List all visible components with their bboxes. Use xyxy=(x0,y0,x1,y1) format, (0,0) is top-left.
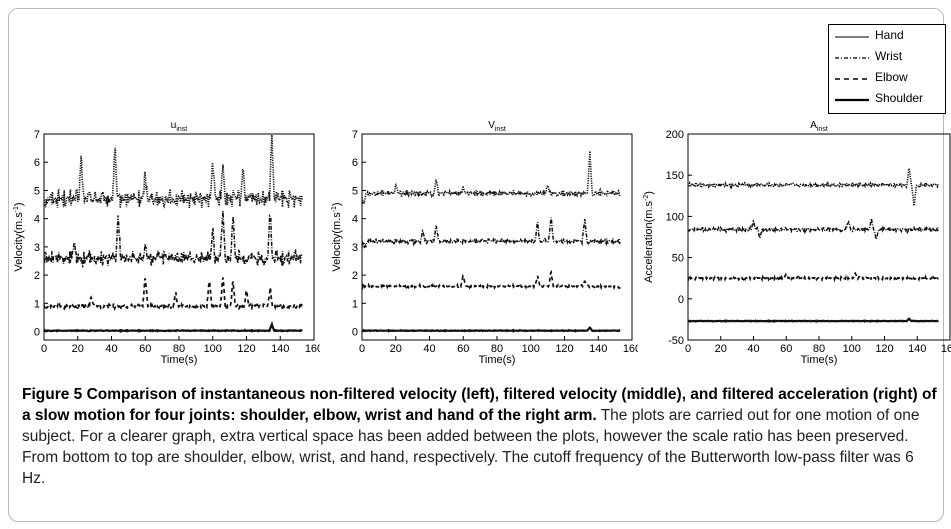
series-line-elbow xyxy=(362,269,622,291)
y-tick-label: 0 xyxy=(352,327,358,339)
x-tick-label: 80 xyxy=(813,343,825,355)
x-tick-label: 40 xyxy=(105,343,117,355)
y-tick-label: 2 xyxy=(34,270,40,282)
x-tick-label: 60 xyxy=(139,343,151,355)
series-line-hand xyxy=(44,134,303,209)
x-tick-label: 0 xyxy=(359,343,365,355)
chart-title: uinst xyxy=(171,120,188,133)
x-tick-label: 40 xyxy=(423,343,435,355)
legend-label-wrist: Wrist xyxy=(875,49,903,63)
legend-item-hand: Hand xyxy=(829,27,945,47)
y-tick-label: 3 xyxy=(34,242,40,254)
legend: Hand Wrist Elbow Shoulder xyxy=(828,24,946,114)
x-axis-label: Time(s) xyxy=(161,354,198,366)
y-tick-label: 100 xyxy=(666,211,684,223)
x-tick-label: 20 xyxy=(715,343,727,355)
x-tick-label: 60 xyxy=(780,343,792,355)
y-tick-label: 7 xyxy=(34,129,40,141)
y-tick-label: 200 xyxy=(666,129,684,141)
y-tick-label: 2 xyxy=(352,270,358,282)
series-line-shoulder xyxy=(688,317,939,324)
y-tick-label: 0 xyxy=(34,327,40,339)
x-tick-label: 120 xyxy=(555,343,573,355)
x-tick-label: 20 xyxy=(72,343,84,355)
series-line-shoulder xyxy=(362,325,621,333)
y-tick-label: 3 xyxy=(352,242,358,254)
y-tick-label: 4 xyxy=(352,214,358,226)
legend-label-elbow: Elbow xyxy=(875,70,908,84)
chart-a-inst: 020406080100120140160-50050100150200Ains… xyxy=(643,120,951,366)
legend-item-elbow: Elbow xyxy=(829,69,945,89)
legend-item-wrist: Wrist xyxy=(829,48,945,68)
y-tick-label: 6 xyxy=(352,157,358,169)
series-line-hand xyxy=(688,166,940,206)
y-axis-label: Velocity(m.s-1) xyxy=(331,202,343,271)
x-tick-label: 60 xyxy=(457,343,469,355)
y-tick-label: 0 xyxy=(678,294,684,306)
series-line-wrist xyxy=(688,218,940,241)
x-tick-label: 160 xyxy=(305,343,320,355)
legend-item-shoulder: Shoulder xyxy=(829,90,945,110)
y-tick-label: 5 xyxy=(34,185,40,197)
caption-text: The plots are carried out for one motion… xyxy=(22,407,920,487)
series-line-wrist xyxy=(362,217,621,249)
x-tick-label: 20 xyxy=(390,343,402,355)
y-tick-label: 1 xyxy=(34,298,40,310)
x-tick-label: 120 xyxy=(237,343,255,355)
y-tick-label: 1 xyxy=(352,298,358,310)
x-tick-label: 0 xyxy=(41,343,47,355)
x-tick-label: 120 xyxy=(875,343,893,355)
x-tick-label: 40 xyxy=(747,343,759,355)
y-axis-label: Acceleration(m.s-2) xyxy=(643,191,655,283)
series-line-wrist xyxy=(44,210,303,269)
x-tick-label: 80 xyxy=(173,343,185,355)
x-tick-label: 100 xyxy=(204,343,222,355)
x-tick-label: 80 xyxy=(491,343,503,355)
legend-label-hand: Hand xyxy=(875,28,904,42)
x-tick-label: 160 xyxy=(623,343,638,355)
x-tick-label: 100 xyxy=(843,343,861,355)
chart-title: Ainst xyxy=(810,120,828,133)
series-line-shoulder xyxy=(44,320,303,334)
x-tick-label: 140 xyxy=(589,343,607,355)
x-tick-label: 160 xyxy=(941,343,951,355)
y-tick-label: 6 xyxy=(34,157,40,169)
x-tick-label: 0 xyxy=(685,343,691,355)
y-tick-label: -50 xyxy=(668,335,684,347)
y-tick-label: 150 xyxy=(666,170,684,182)
x-tick-label: 100 xyxy=(522,343,540,355)
series-line-hand xyxy=(362,150,621,205)
y-tick-label: 7 xyxy=(352,129,358,141)
legend-label-shoulder: Shoulder xyxy=(875,91,924,105)
chart-title: Vinst xyxy=(488,120,506,133)
figure-panel xyxy=(8,8,944,522)
plot-frame xyxy=(361,133,633,341)
x-axis-label: Time(s) xyxy=(801,354,838,366)
y-tick-label: 50 xyxy=(672,253,684,265)
y-tick-label: 5 xyxy=(352,185,358,197)
series-line-elbow xyxy=(688,271,939,283)
chart-u-inst: 0 20 40 60 80 100 120 140 160 0 1 2 3 4 5 6 7 uinst Time(s… xyxy=(13,120,320,366)
x-axis-label: Time(s) xyxy=(479,354,516,366)
plot-frame xyxy=(687,133,951,341)
caption-bold: Figure 5 Comparison of instantaneous non… xyxy=(22,386,937,424)
x-tick-label: 140 xyxy=(908,343,926,355)
y-axis-label: Velocity(m.s-1) xyxy=(13,202,25,271)
figure-caption: Figure 5 Comparison of instantaneous non… xyxy=(22,384,938,489)
x-tick-label: 140 xyxy=(271,343,289,355)
series-line-elbow xyxy=(44,277,303,312)
y-tick-label: 4 xyxy=(34,214,40,226)
chart-v-inst: 0 20 40 60 80 100 120 140 160 0 1 2 3 4 5 6 7 Vinst Time(s… xyxy=(331,120,638,366)
